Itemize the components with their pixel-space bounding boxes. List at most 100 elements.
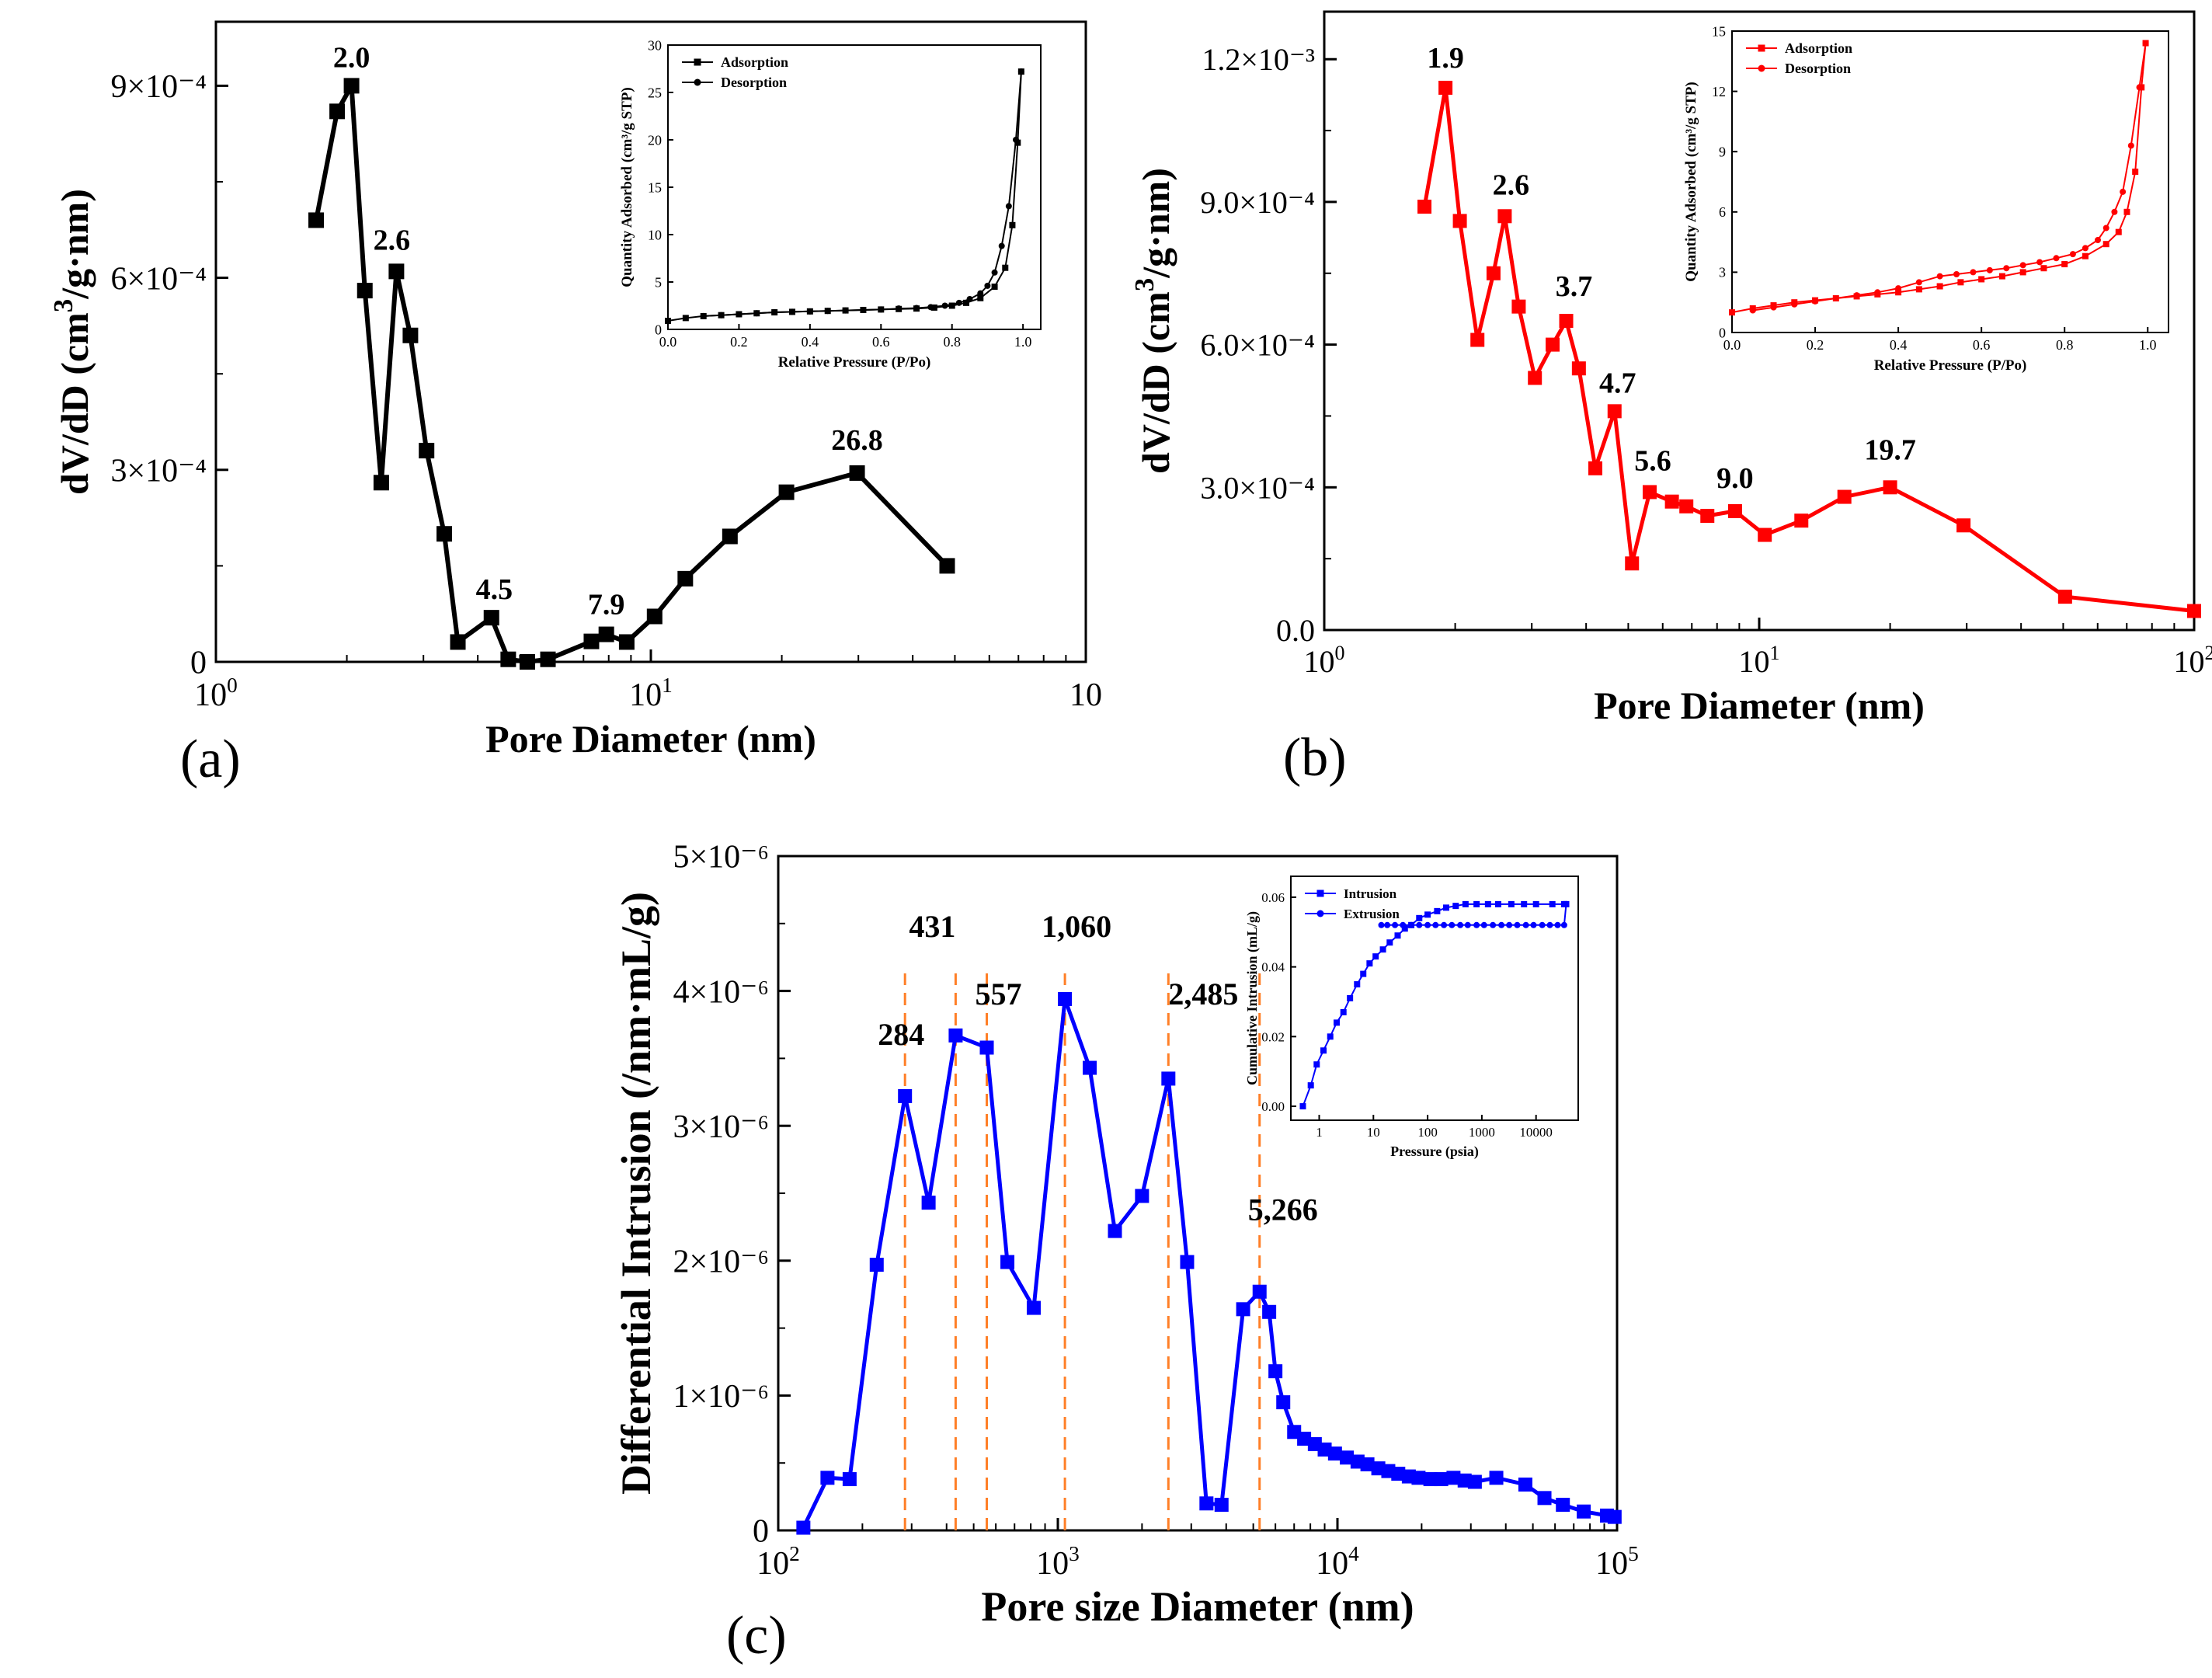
- inset-point-intrusion: [1484, 900, 1491, 907]
- peak-label: 2.6: [374, 224, 411, 256]
- inset-point-desorption: [1895, 285, 1902, 292]
- data-point: [1625, 556, 1640, 571]
- inset-x-tick-label: 1.0: [1014, 334, 1032, 350]
- data-point: [618, 634, 635, 650]
- inset-point-desorption: [1812, 298, 1819, 305]
- data-point: [1489, 1471, 1504, 1485]
- inset-legend-marker: [694, 78, 701, 86]
- inset-point-desorption: [771, 309, 778, 316]
- data-point: [1956, 518, 1971, 533]
- peak-label: 557: [976, 977, 1022, 1011]
- inset-point-desorption: [2082, 245, 2089, 252]
- data-point: [796, 1520, 811, 1535]
- inset-legend-label: Intrusion: [1344, 886, 1397, 901]
- x-tick-label: 10: [1069, 677, 1102, 713]
- inset-point-desorption: [2136, 84, 2143, 91]
- inset-point-extrusion: [1514, 921, 1521, 928]
- inset-point-desorption: [955, 299, 962, 306]
- inset-point-intrusion: [1434, 907, 1441, 914]
- data-point: [898, 1089, 913, 1104]
- inset-point-intrusion: [1379, 946, 1386, 953]
- inset-point-adsorption: [977, 294, 984, 301]
- data-point: [921, 1196, 936, 1210]
- inset-point-desorption: [2003, 265, 2010, 272]
- data-point: [1083, 1060, 1097, 1075]
- inset-point-desorption: [718, 312, 725, 319]
- inset-point-intrusion: [1299, 1103, 1306, 1110]
- data-point: [1199, 1496, 1214, 1511]
- chart-panel-c: 102 103 104 105 0 1×10⁻⁶ 2×10⁻⁶ 3×10⁻⁶ 4×10⁻⁶ 5×1…: [613, 840, 1639, 1666]
- inset-x-tick-label: 0.4: [1890, 337, 1908, 353]
- data-point: [1417, 200, 1432, 214]
- data-point: [598, 626, 614, 642]
- inset-legend-label: Desorption: [721, 75, 787, 90]
- inset-point-adsorption: [948, 302, 955, 309]
- inset-point-adsorption: [963, 299, 969, 306]
- inset-point-intrusion: [1521, 900, 1528, 907]
- x-tick-label: 103: [1036, 1542, 1080, 1582]
- inset-point-desorption: [1013, 137, 1019, 143]
- inset-point-desorption: [806, 308, 813, 315]
- inset-y-tick-label: 15: [1712, 23, 1726, 39]
- x-tick-label: 102: [2174, 642, 2212, 679]
- inset-x-tick-label: 0.8: [2056, 337, 2074, 353]
- inset-point-intrusion: [1347, 995, 1354, 1001]
- inset-point-desorption: [824, 308, 831, 315]
- inset-legend-label: Adsorption: [721, 54, 788, 70]
- y-tick-label: 2×10⁻⁶: [673, 1245, 770, 1280]
- inset-point-extrusion: [1408, 921, 1415, 928]
- inset-point-desorption: [2111, 208, 2118, 215]
- peak-label: 4.5: [476, 573, 513, 606]
- inset-point-adsorption: [1729, 309, 1735, 316]
- x-tick-label: 104: [1316, 1542, 1359, 1582]
- inset-point-desorption: [998, 242, 1005, 249]
- x-tick-label: 100: [1304, 642, 1345, 679]
- inset-point-desorption: [1936, 273, 1943, 280]
- peak-label: 5.6: [1634, 444, 1671, 477]
- inset-x-tick-label: 0.6: [872, 334, 890, 350]
- inset-point-intrusion: [1320, 1047, 1327, 1054]
- inset-legend-label: Desorption: [1785, 61, 1851, 76]
- inset-point-intrusion: [1416, 914, 1423, 921]
- inset-y-axis-title: Quantity Adsorbed (cm³/g STP): [1683, 82, 1699, 281]
- peak-label: 2.6: [1493, 169, 1530, 201]
- inset-point-extrusion: [1560, 921, 1567, 928]
- data-point: [1546, 337, 1560, 352]
- data-point: [1135, 1189, 1149, 1203]
- data-point: [583, 633, 600, 649]
- inset-x-tick-label: 0.2: [730, 334, 748, 350]
- inset-x-tick-label: 0.6: [1973, 337, 1991, 353]
- data-point: [677, 570, 694, 587]
- inset-legend-marker: [694, 58, 701, 66]
- inset-point-intrusion: [1354, 981, 1361, 988]
- data-point: [419, 443, 435, 459]
- inset-y-axis-title: Cumulative Intrusion (mL/g): [1244, 911, 1261, 1085]
- inset-y-tick-label: 3: [1719, 265, 1726, 280]
- data-point: [849, 465, 865, 481]
- inset-legend-marker: [1316, 910, 1324, 917]
- data-point: [1528, 371, 1542, 385]
- inset-x-axis-title: Pressure (psia): [1390, 1144, 1479, 1160]
- y-tick-label: 3.0×10⁻⁴: [1200, 470, 1315, 505]
- inset-point-desorption: [991, 269, 998, 276]
- inset-point-extrusion: [1480, 921, 1487, 928]
- y-axis-title: Differential Intrusion (/nm·mL/g): [613, 892, 659, 1495]
- inset-point-desorption: [700, 312, 707, 319]
- inset-y-tick-label: 10: [648, 227, 662, 242]
- inset-point-adsorption: [682, 315, 689, 322]
- data-point: [308, 212, 325, 228]
- data-point: [1727, 503, 1742, 518]
- inset-point-extrusion: [1546, 921, 1553, 928]
- data-point: [1268, 1364, 1283, 1379]
- inset-point-adsorption: [1014, 139, 1021, 146]
- inset-series-line-adsorption: [1731, 43, 2147, 314]
- panel-label: (a): [180, 729, 241, 789]
- inset-point-adsorption: [2115, 228, 2122, 235]
- inset-point-intrusion: [1452, 903, 1459, 910]
- inset-plot-frame: [1731, 30, 2169, 333]
- data-point: [1438, 80, 1453, 95]
- y-tick-label: 0: [190, 646, 207, 681]
- inset-point-extrusion: [1464, 921, 1471, 928]
- inset-point-extrusion: [1416, 921, 1423, 928]
- inset-point-intrusion: [1473, 900, 1480, 907]
